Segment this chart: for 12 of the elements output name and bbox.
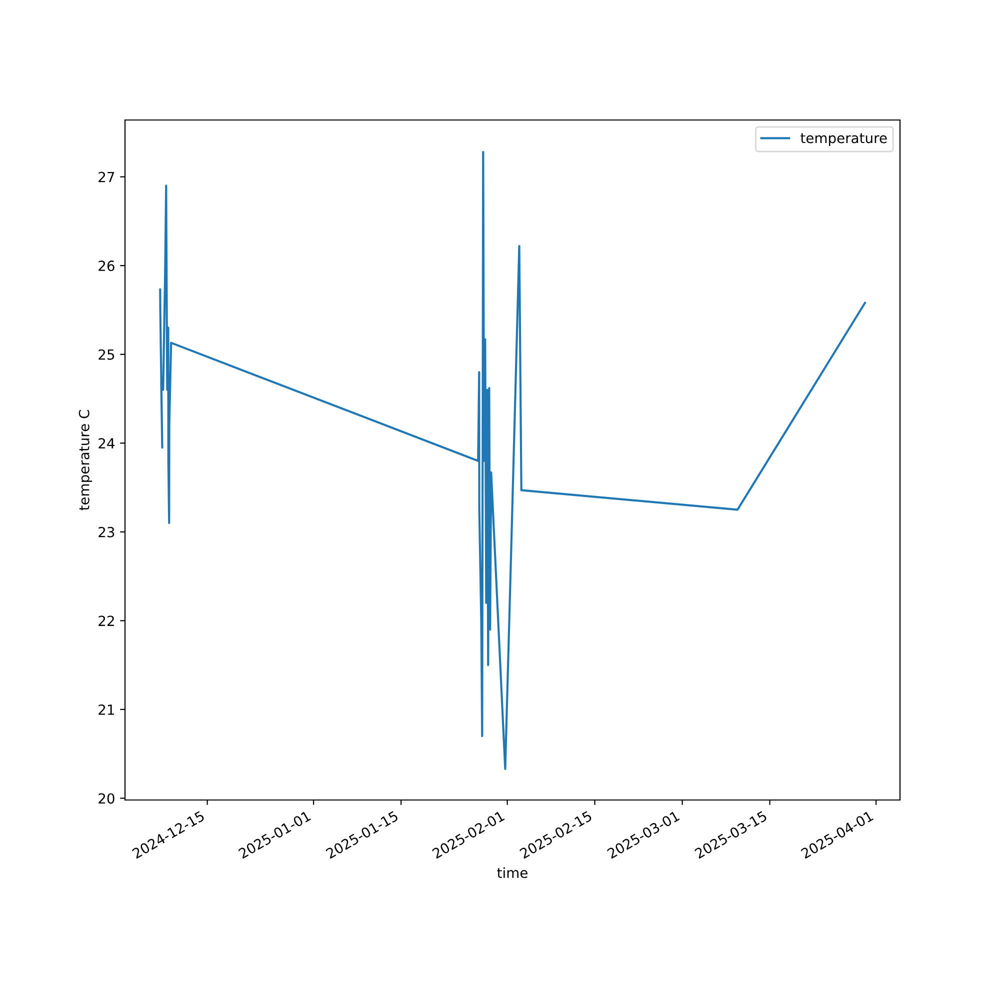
y-tick-label: 23 bbox=[98, 526, 114, 538]
y-tick-label: 22 bbox=[98, 616, 114, 626]
y-tick-label: 21 bbox=[98, 704, 114, 715]
legend-label: temperature bbox=[800, 133, 887, 146]
y-tick-label: 25 bbox=[98, 349, 114, 360]
y-tick-label: 26 bbox=[98, 260, 114, 272]
y-tick-label: 24 bbox=[98, 438, 114, 448]
y-axis-title: temperature C bbox=[78, 410, 92, 510]
y-tick-label: 27 bbox=[98, 172, 114, 182]
line-series bbox=[159, 150, 866, 770]
y-tick-label: 20 bbox=[98, 793, 114, 804]
x-axis-title: time bbox=[497, 867, 528, 878]
